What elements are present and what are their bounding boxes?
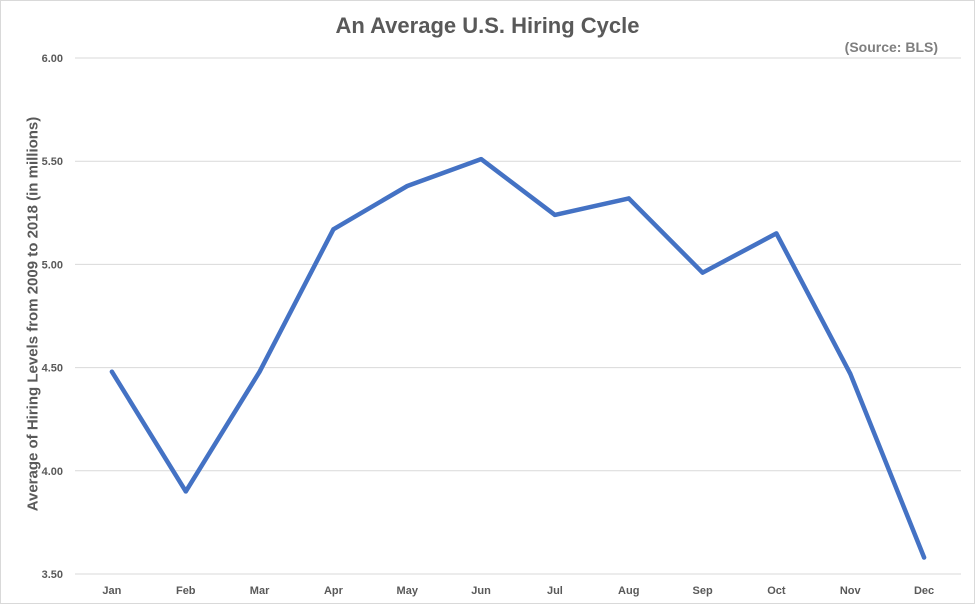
y-tick-label: 5.00	[42, 259, 63, 271]
x-tick-label: Jul	[547, 585, 563, 597]
x-tick-label: Feb	[176, 585, 196, 597]
data-point	[922, 555, 927, 560]
data-point	[700, 270, 705, 275]
series-line	[109, 156, 927, 560]
x-tick-label: Nov	[840, 585, 862, 597]
data-point	[848, 371, 853, 376]
y-tick-label: 3.50	[42, 569, 63, 581]
data-point	[552, 212, 557, 217]
data-point	[183, 489, 188, 494]
x-tick-label: Apr	[324, 585, 344, 597]
y-tick-label: 6.00	[42, 53, 63, 65]
x-tick-label: Mar	[250, 585, 270, 597]
x-tick-label: Sep	[692, 585, 712, 597]
series-layer	[109, 156, 927, 560]
chart-source-note: (Source: BLS)	[844, 39, 938, 55]
y-axis-ticks: 3.50 4.00 4.50 5.00 5.50 6.00	[42, 53, 63, 581]
data-point	[405, 183, 410, 188]
x-tick-label: Jun	[471, 585, 491, 597]
x-axis-ticks: Jan Feb Mar Apr May Jun Jul Aug Sep Oct Nov Dec	[102, 585, 934, 597]
x-tick-label: Oct	[767, 585, 786, 597]
y-tick-label: 5.50	[42, 156, 63, 168]
x-tick-label: Dec	[914, 585, 934, 597]
x-tick-label: Aug	[618, 585, 639, 597]
data-point	[626, 196, 631, 201]
chart-title: An Average U.S. Hiring Cycle	[335, 13, 640, 38]
data-point	[331, 227, 336, 232]
x-tick-label: May	[397, 585, 419, 597]
data-point	[109, 369, 114, 374]
y-tick-label: 4.50	[42, 363, 63, 375]
data-point	[257, 369, 262, 374]
data-point	[479, 157, 484, 162]
gridlines	[75, 57, 961, 575]
y-tick-label: 4.00	[42, 466, 63, 478]
x-tick-label: Jan	[102, 585, 121, 597]
data-point	[774, 231, 779, 236]
